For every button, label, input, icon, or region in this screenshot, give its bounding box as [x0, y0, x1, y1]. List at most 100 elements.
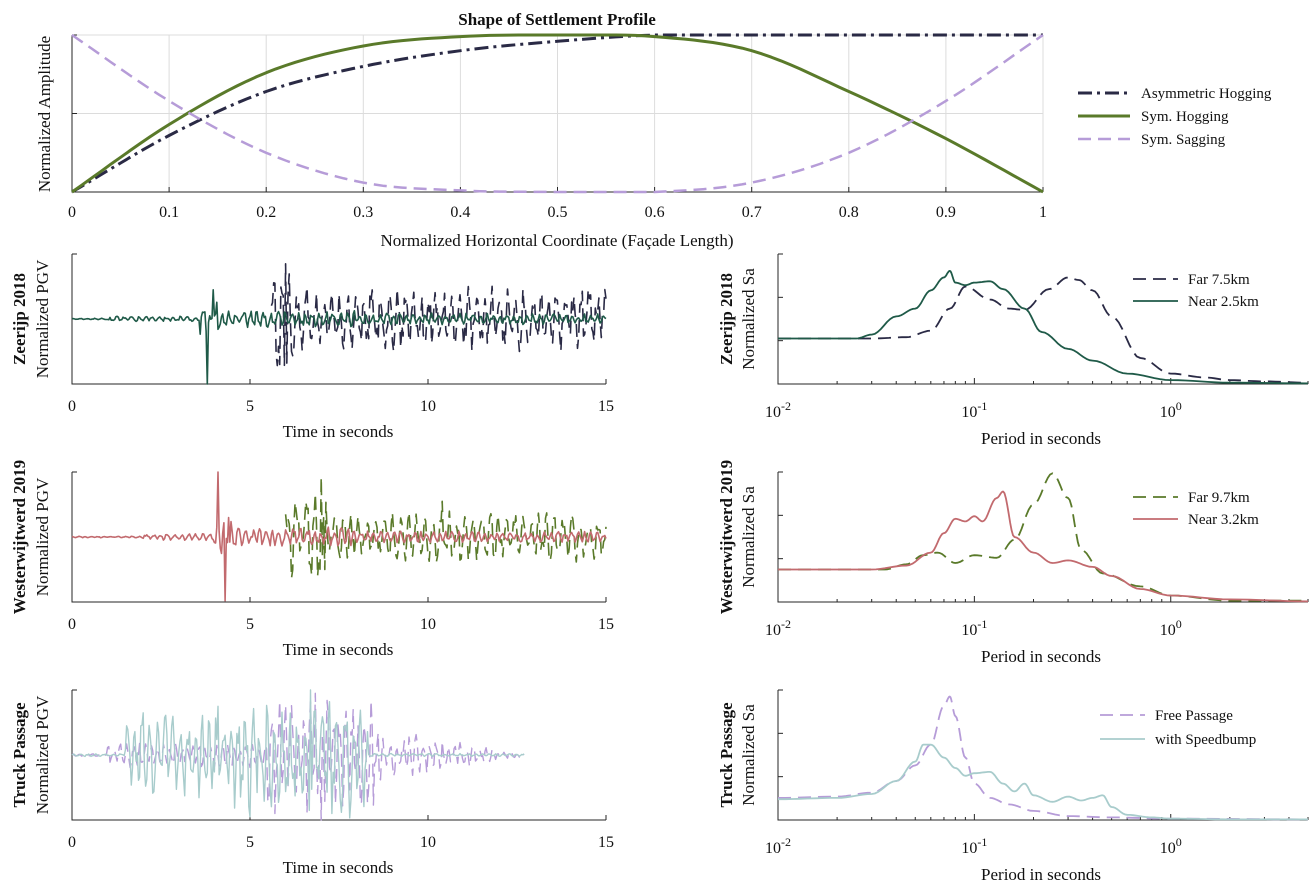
- x-tick-label: 5: [246, 834, 254, 851]
- x-tick-base: 10: [961, 840, 977, 857]
- westerwijtwerd-spectrum-y-label: Normalized Sa: [739, 486, 758, 588]
- x-tick-label: 15: [598, 616, 614, 633]
- x-tick-label: 100: [1160, 835, 1182, 857]
- spectrum-series-line: [778, 743, 1308, 821]
- zeerijp-time-y-label: Normalized PGV: [33, 259, 52, 378]
- legend-label: Far 7.5km: [1188, 272, 1250, 288]
- legend-label: Near 3.2km: [1188, 512, 1259, 528]
- x-tick-exponent: -1: [977, 835, 987, 849]
- westerwijtwerd-time-plot: 0 5 10 15: [68, 471, 614, 633]
- westerwijtwerd-time-x-label: Time in seconds: [283, 640, 394, 659]
- x-tick-label: 0: [68, 616, 76, 633]
- westerwijtwerd-time-panel: 0 5 10 15 Time in seconds Westerwijtwerd 20…: [10, 460, 614, 659]
- time-series-line: [71, 289, 607, 385]
- x-tick-label: 0.3: [353, 204, 373, 221]
- zeerijp-time-x-label: Time in seconds: [283, 422, 394, 441]
- truck-row-label-left: Truck Passage: [10, 702, 29, 807]
- settlement-plot: 0 0.1 0.2 0.3 0.4 0.5 0.6 0.7 0.8 0.9 1 Asymmetric …: [68, 33, 1272, 221]
- x-tick-base: 10: [765, 404, 781, 421]
- zeerijp-time-plot: 0 5 10 15: [68, 253, 614, 415]
- legend-label: Free Passage: [1155, 708, 1233, 724]
- settlement-profile-panel: Shape of Settlement Profile 0 0.1 0.2 0.3 0.…: [35, 10, 1272, 250]
- x-tick-label: 0.5: [548, 204, 568, 221]
- legend-label: with Speedbump: [1155, 732, 1256, 748]
- x-tick-label: 5: [246, 398, 254, 415]
- westerwijtwerd-row-label-left: Westerwijtwerd 2019: [10, 460, 29, 614]
- truck-row-label-right: Truck Passage: [717, 702, 736, 807]
- x-tick-label: 10-2: [765, 617, 791, 639]
- x-tick-label: 10-1: [961, 399, 987, 421]
- x-tick-label: 100: [1160, 399, 1182, 421]
- x-tick-base: 10: [1160, 622, 1176, 639]
- x-tick-base: 10: [765, 840, 781, 857]
- zeerijp-spectrum-x-label: Period in seconds: [981, 429, 1101, 448]
- x-tick-label: 0.9: [936, 204, 956, 221]
- x-tick-base: 10: [1160, 404, 1176, 421]
- settlement-x-label: Normalized Horizontal Coordinate (Façade…: [380, 231, 733, 250]
- x-tick-label: 10-2: [765, 399, 791, 421]
- settlement-series-line: [71, 33, 1044, 194]
- x-tick-label: 10: [420, 834, 436, 851]
- x-tick-label: 0.7: [742, 204, 762, 221]
- westerwijtwerd-time-y-label: Normalized PGV: [33, 477, 52, 596]
- zeerijp-spectrum-y-label: Normalized Sa: [739, 268, 758, 370]
- settlement-series-line: [71, 33, 1043, 194]
- x-tick-label: 10-1: [961, 617, 987, 639]
- legend-label: Sym. Sagging: [1141, 132, 1226, 148]
- spectrum-series-line: [778, 695, 1309, 821]
- x-tick-label: 0.1: [159, 204, 179, 221]
- settlement-series-line: [71, 33, 1044, 194]
- x-tick-label: 10: [420, 616, 436, 633]
- legend-label: Far 9.7km: [1188, 490, 1250, 506]
- truck-spectrum-x-label: Period in seconds: [981, 865, 1101, 884]
- x-tick-exponent: -2: [781, 835, 791, 849]
- x-tick-label: 0.6: [645, 204, 665, 221]
- westerwijtwerd-spectrum-x-label: Period in seconds: [981, 647, 1101, 666]
- x-tick-label: 0: [68, 204, 76, 221]
- settlement-title: Shape of Settlement Profile: [458, 10, 656, 29]
- x-tick-label: 0.8: [839, 204, 859, 221]
- legend-label: Sym. Hogging: [1141, 109, 1229, 125]
- truck-time-x-label: Time in seconds: [283, 858, 394, 877]
- x-tick-base: 10: [1160, 840, 1176, 857]
- truck-time-panel: 0 5 10 15 Time in seconds Truck Passage Nor…: [10, 689, 614, 877]
- x-tick-label: 0: [68, 834, 76, 851]
- x-tick-label: 0.2: [256, 204, 276, 221]
- x-tick-exponent: 0: [1176, 835, 1182, 849]
- zeerijp-time-panel: 0 5 10 15 Time in seconds Zeerijp 2018 Norm…: [10, 253, 614, 441]
- x-tick-label: 10-2: [765, 835, 791, 857]
- time-series-line: [270, 263, 607, 367]
- truck-time-plot: 0 5 10 15: [68, 689, 614, 851]
- zeerijp-row-label-left: Zeerijp 2018: [10, 273, 29, 365]
- spectrum-series-line: [778, 472, 1308, 602]
- x-tick-base: 10: [961, 404, 977, 421]
- truck-time-y-label: Normalized PGV: [33, 695, 52, 814]
- x-tick-exponent: 0: [1176, 617, 1182, 631]
- legend-label: Asymmetric Hogging: [1141, 86, 1272, 102]
- spectrum-series-line: [778, 276, 1308, 384]
- zeerijp-row-label-right: Zeerijp 2018: [717, 273, 736, 365]
- x-tick-label: 0.4: [450, 204, 470, 221]
- x-tick-exponent: -1: [977, 617, 987, 631]
- settlement-y-label: Normalized Amplitude: [35, 36, 54, 192]
- x-tick-exponent: -1: [977, 399, 987, 413]
- x-tick-label: 5: [246, 616, 254, 633]
- x-tick-label: 15: [598, 398, 614, 415]
- x-tick-exponent: -2: [781, 399, 791, 413]
- time-series-line: [71, 689, 525, 819]
- x-tick-label: 100: [1160, 617, 1182, 639]
- x-tick-label: 0: [68, 398, 76, 415]
- x-tick-label: 1: [1039, 204, 1047, 221]
- x-tick-label: 10-1: [961, 835, 987, 857]
- truck-spectrum-y-label: Normalized Sa: [739, 704, 758, 806]
- x-tick-label: 10: [420, 398, 436, 415]
- spectrum-series-line: [778, 270, 1309, 385]
- x-tick-base: 10: [765, 622, 781, 639]
- x-tick-base: 10: [961, 622, 977, 639]
